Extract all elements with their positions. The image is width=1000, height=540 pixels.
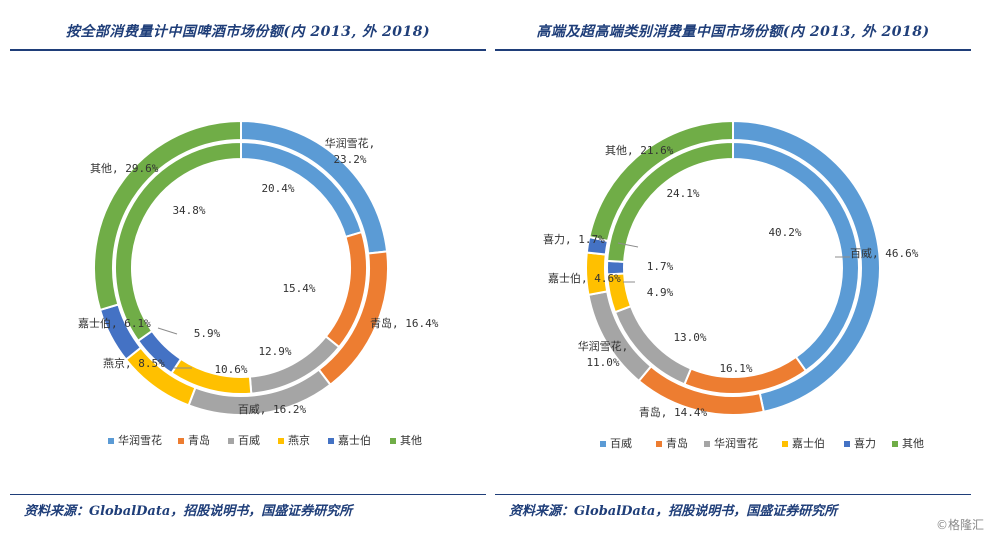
source-note: 资料来源：GlobalData，招股说明书，国盛证券研究所 bbox=[24, 504, 353, 519]
legend-swatch bbox=[600, 441, 606, 447]
legend-item: 华润雪花 bbox=[704, 436, 758, 450]
legend-label: 其他 bbox=[400, 434, 422, 447]
legend-item: 嘉士伯 bbox=[782, 436, 825, 450]
legend-label: 青岛 bbox=[666, 436, 688, 450]
legend-label: 百威 bbox=[238, 434, 260, 447]
legend-swatch bbox=[704, 441, 710, 447]
legend-swatch bbox=[278, 438, 284, 444]
watermark: ©格隆汇 bbox=[936, 518, 985, 532]
inner-data-label: 20.4% bbox=[261, 182, 294, 195]
donut-slice-outer-6 bbox=[93, 119, 242, 312]
legend-label: 华润雪花 bbox=[714, 436, 758, 450]
outer-data-label: 嘉士伯, 6.1% bbox=[78, 316, 151, 330]
outer-data-label: 华润雪花, 11.0% bbox=[578, 339, 629, 369]
legend-swatch bbox=[844, 441, 850, 447]
legend-swatch bbox=[656, 441, 662, 447]
title-divider bbox=[10, 49, 486, 51]
legend-swatch bbox=[390, 438, 396, 444]
legend-item: 华润雪花 bbox=[108, 433, 162, 447]
outer-data-label: 百威, 16.2% bbox=[238, 403, 307, 416]
donut-slice-inner-6 bbox=[606, 140, 734, 263]
inner-data-label: 13.0% bbox=[673, 331, 706, 344]
donut-chart-premium-beer: 百威, 46.6% 青岛, 14.4% 华润雪花, 11.0% 嘉士伯, 4.6% 喜力,… bbox=[543, 119, 924, 450]
legend-item: 嘉士伯 bbox=[328, 433, 371, 447]
legend-swatch bbox=[228, 438, 234, 444]
legend-label: 其他 bbox=[902, 437, 924, 450]
legend-item: 喜力 bbox=[844, 437, 876, 450]
legend-label: 嘉士伯 bbox=[338, 433, 371, 447]
donut-chart-all-beer: 华润雪花, 23.2% 青岛, 16.4% 百威, 16.2% 燕京, 8.5% 嘉士伯,… bbox=[78, 119, 439, 447]
inner-data-label: 40.2% bbox=[768, 226, 801, 239]
source-divider bbox=[10, 494, 486, 495]
legend-swatch bbox=[892, 441, 898, 447]
inner-data-label: 10.6% bbox=[214, 363, 247, 376]
legend-swatch bbox=[178, 438, 184, 444]
inner-data-label: 24.1% bbox=[666, 187, 699, 200]
legend-swatch bbox=[782, 441, 788, 447]
outer-data-label: 其他, 21.6% bbox=[605, 144, 674, 157]
title-divider bbox=[495, 49, 971, 51]
chart-title: 按全部消费量计中国啤酒市场份额(内 2013, 外 2018) bbox=[65, 24, 431, 40]
chart-panel-left: 按全部消费量计中国啤酒市场份额(内 2013, 外 2018) 华润雪花, 23.… bbox=[10, 0, 486, 540]
inner-data-label: 34.8% bbox=[172, 204, 205, 217]
donut-slice-outer-6 bbox=[588, 119, 734, 243]
legend-label: 嘉士伯 bbox=[792, 436, 825, 450]
legend-item: 其他 bbox=[892, 437, 924, 450]
legend-item: 其他 bbox=[390, 434, 422, 447]
outer-data-label: 青岛, 14.4% bbox=[639, 405, 708, 419]
legend-swatch bbox=[328, 438, 334, 444]
outer-data-label: 华润雪花, 23.2% bbox=[325, 136, 376, 166]
source-note: 资料来源：GlobalData，招股说明书，国盛证券研究所 bbox=[509, 504, 838, 519]
legend-label: 华润雪花 bbox=[118, 433, 162, 447]
legend-item: 百威 bbox=[600, 437, 632, 450]
legend-label: 喜力 bbox=[854, 437, 876, 450]
outer-data-label: 百威, 46.6% bbox=[850, 247, 919, 260]
outer-data-label: 青岛, 16.4% bbox=[370, 316, 439, 330]
legend-item: 青岛 bbox=[656, 436, 688, 450]
inner-data-label: 4.9% bbox=[647, 286, 674, 299]
inner-data-label: 15.4% bbox=[282, 282, 315, 295]
legend-label: 燕京 bbox=[288, 433, 310, 447]
legend-item: 燕京 bbox=[278, 433, 310, 447]
legend-swatch bbox=[108, 438, 114, 444]
outer-data-label: 喜力, 1.7% bbox=[543, 233, 605, 246]
legend-label: 百威 bbox=[610, 437, 632, 450]
leader-line bbox=[157, 327, 178, 335]
donut-slice-inner-6 bbox=[114, 140, 242, 343]
legend-label: 青岛 bbox=[188, 433, 210, 447]
inner-data-label: 5.9% bbox=[194, 327, 221, 340]
leader-line bbox=[617, 242, 639, 248]
chart-panel-right: 高端及超高端类别消费量中国市场份额(内 2013, 外 2018) 百威, 46… bbox=[495, 0, 971, 540]
legend-item: 百威 bbox=[228, 434, 260, 447]
source-divider bbox=[495, 494, 971, 495]
inner-data-label: 16.1% bbox=[719, 362, 752, 375]
legend-item: 青岛 bbox=[178, 433, 210, 447]
inner-data-label: 12.9% bbox=[258, 345, 291, 358]
outer-data-label: 其他, 29.6% bbox=[90, 162, 159, 175]
outer-data-label: 嘉士伯, 4.6% bbox=[548, 271, 621, 285]
outer-data-label: 燕京, 8.5% bbox=[103, 356, 165, 370]
chart-title: 高端及超高端类别消费量中国市场份额(内 2013, 外 2018) bbox=[536, 24, 930, 40]
inner-data-label: 1.7% bbox=[647, 260, 674, 273]
